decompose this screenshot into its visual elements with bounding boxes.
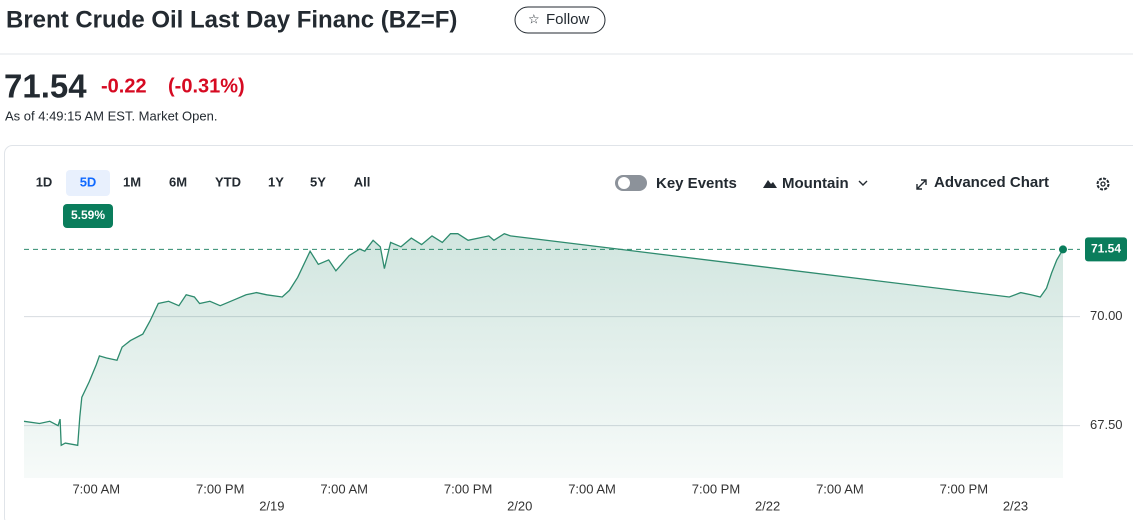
date-tick-label: 2/23: [1003, 498, 1028, 513]
y-tick-label: 67.50: [1090, 417, 1123, 432]
range-button[interactable]: 1Y: [268, 174, 284, 189]
key-events[interactable]: Key Events: [656, 175, 737, 192]
date-tick-label: 2/19: [259, 498, 284, 513]
range-button[interactable]: 5Y: [310, 174, 326, 189]
last-label-bg: [1085, 237, 1127, 262]
range-selected-bg[interactable]: [66, 170, 110, 196]
range-badge-bg: [63, 204, 113, 228]
as-of: As of 4:49:15 AM EST. Market Open.: [5, 108, 217, 123]
change: -0.22: [101, 75, 147, 97]
range-button[interactable]: 1M: [123, 174, 141, 189]
x-tick-label: 7:00 AM: [568, 481, 616, 496]
follow-outline[interactable]: [514, 6, 606, 34]
last-point: [1059, 245, 1067, 254]
price-line: [23, 232, 1064, 447]
y-tick-label: 70.00: [1090, 308, 1123, 323]
range-badge: 5.59%: [71, 208, 105, 222]
date-tick-label: 2/22: [755, 498, 780, 513]
follow-button[interactable]: ☆ Follow: [514, 6, 606, 34]
range-button[interactable]: 1D: [36, 174, 53, 189]
x-tick-label: 7:00 AM: [816, 481, 864, 496]
mountain-icon[interactable]: [763, 180, 777, 188]
follow-star[interactable]: ☆: [528, 11, 540, 26]
gear[interactable]: [1096, 177, 1110, 191]
chart-type-menu[interactable]: Mountain: [763, 175, 868, 192]
x-tick-label: 7:00 AM: [320, 481, 368, 496]
advanced-chart-link[interactable]: Advanced Chart: [916, 174, 1049, 191]
follow-label[interactable]: Follow: [546, 11, 590, 28]
x-tick-label: 7:00 PM: [444, 481, 492, 496]
x-tick-label: 7:00 AM: [72, 481, 120, 496]
toggle-knob[interactable]: [618, 177, 630, 189]
chart-card: [4, 145, 1133, 520]
x-tick-label: 7:00 PM: [692, 481, 740, 496]
x-tick-label: 7:00 PM: [940, 481, 988, 496]
date-tick-label: 2/20: [507, 498, 532, 513]
chevron[interactable]: [858, 180, 868, 186]
range-button[interactable]: YTD: [215, 174, 241, 189]
x-tick-label: 7:00 PM: [196, 481, 244, 496]
range-button[interactable]: All: [354, 174, 371, 189]
key-events-toggle[interactable]: Key Events: [615, 175, 737, 192]
advanced-chart[interactable]: Advanced Chart: [934, 174, 1049, 191]
area-fill: [24, 233, 1063, 478]
settings-button[interactable]: [1096, 177, 1110, 191]
chart-type[interactable]: Mountain: [782, 175, 849, 192]
last-label: 71.54: [1091, 242, 1121, 256]
title: Brent Crude Oil Last Day Financ (BZ=F): [6, 6, 457, 33]
change-pct: (-0.31%): [168, 75, 245, 97]
expand-icon[interactable]: [916, 179, 927, 190]
price: 71.54: [4, 68, 87, 105]
range-button[interactable]: 6M: [169, 174, 187, 189]
range-button[interactable]: 5D: [80, 174, 97, 189]
gear-hub[interactable]: [1100, 181, 1106, 187]
